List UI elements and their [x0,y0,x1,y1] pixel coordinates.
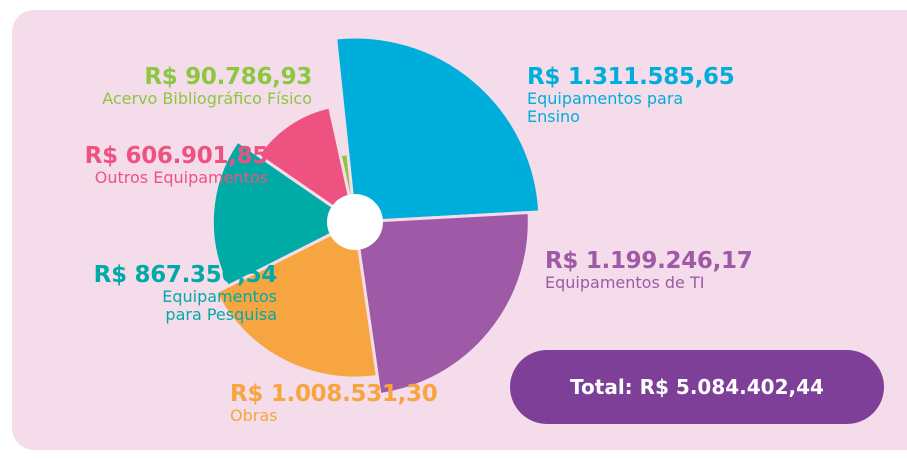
slice [334,35,542,224]
value-label: R$ 1.008.531,30 [230,381,438,407]
slice [353,210,531,397]
center-hole [327,194,383,250]
value-label: R$ 606.901,85 [84,143,269,169]
slice-label: R$ 867.350,54 Equipamentos para Pesquisa [93,262,278,324]
value-label: R$ 867.350,54 [93,262,278,288]
slice-label: R$ 1.199.246,17 Equipamentos de TI [545,248,753,292]
slice-label: R$ 606.901,85 Outros Equipamentos [84,143,269,187]
value-label: R$ 90.786,93 [144,64,312,90]
category-label: Equipamentos para Pesquisa [162,287,277,324]
total-badge: Total: R$ 5.084.402,44 [510,350,884,424]
category-label: Acervo Bibliográfico Físico [102,89,312,108]
category-label: Outros Equipamentos [94,168,268,187]
slice-label: R$ 90.786,93 Acervo Bibliográfico Físico [102,66,312,108]
category-label: Obras [230,406,278,425]
slice [256,105,357,224]
slice [214,220,379,380]
category-label: Equipamentos de TI [545,273,705,292]
slice-label: R$ 1.008.531,30 Obras [230,381,438,425]
slice [210,139,357,288]
value-label: R$ 1.199.246,17 [545,248,753,274]
category-label: Equipamentos para Ensino [527,89,684,126]
slice-label: R$ 1.311.585,65 Equipamentos para Ensino [527,64,735,126]
value-label: R$ 1.311.585,65 [527,64,735,90]
